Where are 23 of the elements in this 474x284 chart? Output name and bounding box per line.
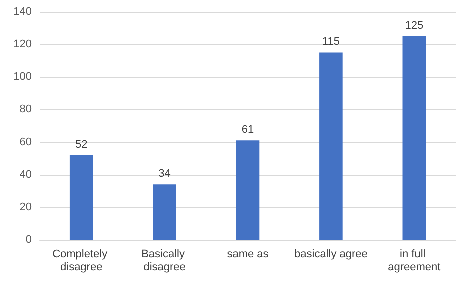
y-tick-label: 80 — [20, 104, 32, 116]
bar — [320, 52, 343, 240]
data-label: 115 — [322, 36, 340, 48]
x-tick-label: Completely disagree — [52, 248, 111, 274]
data-label: 61 — [242, 124, 254, 136]
y-tick-label: 60 — [20, 136, 32, 148]
data-label: 125 — [405, 20, 424, 32]
x-tick-label: same as — [227, 248, 270, 260]
bar — [70, 155, 94, 240]
y-tick-label: 20 — [20, 201, 32, 214]
bar — [402, 36, 426, 240]
x-tick-label: basically agree — [294, 248, 368, 260]
y-tick-label: 140 — [14, 6, 32, 18]
bar — [153, 184, 176, 240]
y-tick-label: 40 — [20, 168, 32, 181]
x-tick-label: in full agreement — [388, 248, 441, 274]
bar — [236, 140, 260, 240]
y-tick-label: 120 — [14, 38, 32, 51]
y-tick-label: 100 — [14, 71, 32, 84]
data-label: 52 — [75, 138, 88, 151]
data-label: 34 — [158, 168, 171, 180]
y-tick-label: 0 — [26, 234, 32, 246]
x-tick-label: Basically disagree — [142, 248, 188, 274]
